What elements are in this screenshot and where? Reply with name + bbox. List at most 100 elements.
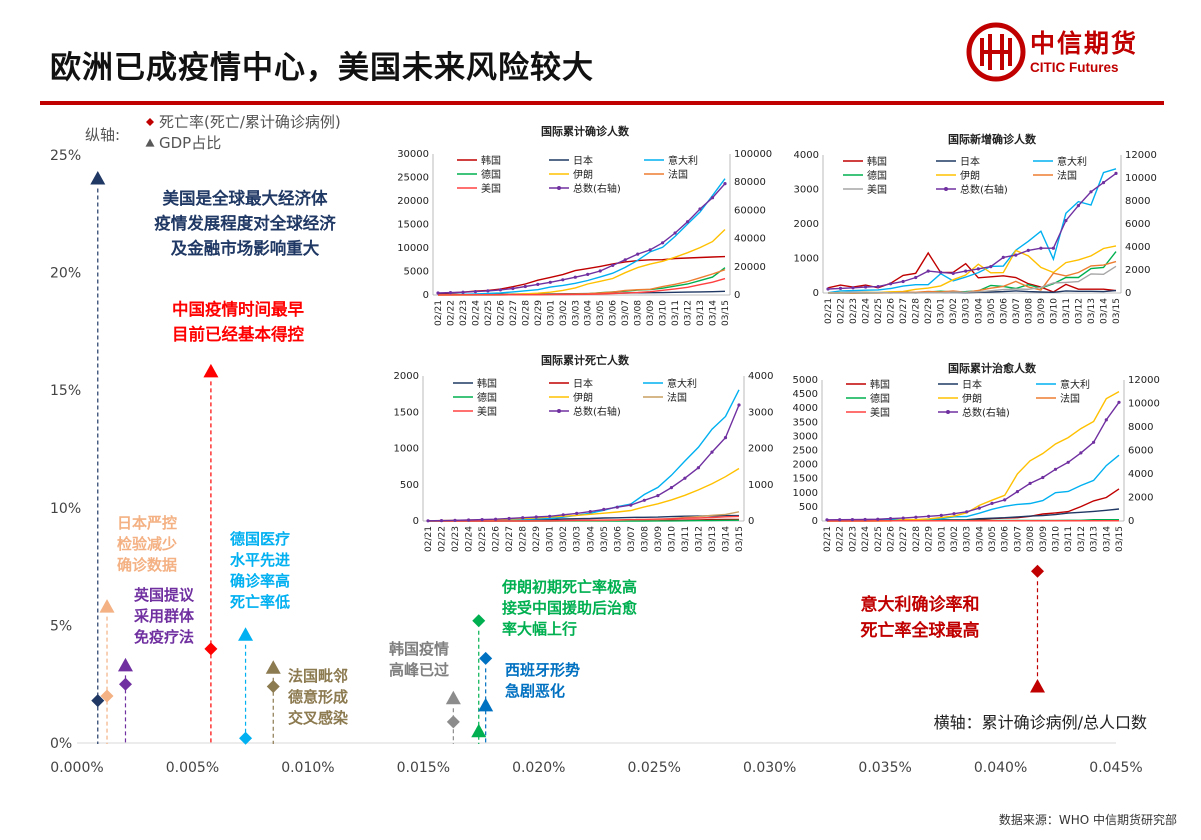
mini-series-point (473, 290, 477, 294)
mini-legend-label: 美国 (870, 406, 890, 419)
mini-series-point (1066, 460, 1070, 464)
annotation-text: 西班牙形势急剧恶化 (505, 661, 580, 700)
mini-series-point (698, 207, 702, 211)
x-tick-label: 0.000% (50, 760, 103, 776)
mini-y2-tick-label: 20000 (734, 262, 766, 273)
mini-series-point (523, 284, 527, 289)
mini-y-tick-label: 2000 (394, 371, 419, 382)
mini-x-tick-label: 03/14 (721, 526, 731, 552)
annotation-text: 韩国疫情高峰已过 (389, 640, 449, 679)
mini-series-point (548, 280, 552, 284)
mini-series-point (710, 196, 715, 200)
annotation-text: 英国提议采用群体免疫疗法 (133, 586, 195, 646)
mini-y2-tick-label: 1000 (748, 480, 773, 491)
mini-line-chart: 国际累计确诊人数05000100001500020000250003000002… (397, 124, 772, 326)
mini-y2-tick-label: 2000 (1125, 265, 1150, 276)
mini-series-point (1079, 451, 1083, 455)
mini-y2-tick-label: 8000 (1128, 422, 1153, 433)
annotation-text: 德国医疗水平先进确诊率高死亡率低 (230, 530, 290, 611)
mini-x-tick-label: 03/07 (1012, 298, 1022, 324)
mini-x-tick-label: 03/11 (1064, 526, 1074, 552)
mini-series-point (939, 270, 943, 274)
mini-legend-label: 总数(右轴) (573, 405, 621, 418)
data-source: 数据来源：WHO 中信期货研究部 (998, 813, 1177, 827)
mini-x-tick-label: 03/03 (573, 526, 583, 552)
mini-x-tick-label: 02/27 (505, 526, 515, 552)
mini-legend-label: 总数(右轴) (962, 406, 1010, 419)
mini-series-point (888, 517, 893, 521)
mini-x-tick-label: 02/26 (496, 300, 506, 326)
y-tick-label: 20% (50, 266, 81, 282)
mini-series-point (1053, 467, 1058, 471)
mini-x-tick-label: 03/11 (1062, 298, 1072, 324)
mini-x-tick-label: 03/01 (937, 526, 947, 552)
x-tick-label: 0.005% (166, 760, 219, 776)
mini-series-line (437, 178, 726, 296)
page-title: 欧洲已成疫情中心，美国未来风险较大 (50, 50, 594, 86)
mini-series-point (1001, 255, 1005, 259)
mini-x-tick-label: 03/12 (684, 300, 694, 326)
mini-chart-title: 国际新增确诊人数 (948, 132, 1037, 146)
mini-legend-label: 德国 (870, 392, 890, 405)
mini-x-tick-label: 02/28 (912, 526, 922, 552)
mini-y2-tick-label: 100000 (734, 149, 772, 160)
x-tick-label: 0.010% (281, 760, 334, 776)
y-tick-label: 25% (50, 148, 81, 164)
mini-x-tick-label: 02/24 (862, 298, 872, 324)
gdp-triangle-point (99, 599, 115, 613)
mini-x-tick-label: 02/25 (484, 300, 494, 326)
mini-x-tick-label: 02/24 (861, 526, 871, 552)
mini-legend-label: 美国 (477, 405, 497, 418)
mini-series-point (838, 518, 842, 522)
mini-x-tick-label: 03/08 (1026, 526, 1036, 552)
gdp-triangle-point (238, 627, 254, 641)
mini-y-tick-label: 1500 (394, 407, 419, 418)
mini-x-tick-label: 03/05 (600, 526, 610, 552)
gdp-triangle-point (117, 657, 133, 672)
mini-series-point (965, 510, 969, 514)
mini-legend-label: 法国 (1057, 169, 1077, 182)
death-rate-diamond-point (479, 651, 493, 665)
mini-series-point (598, 269, 602, 273)
mini-legend-label: 德国 (867, 169, 887, 182)
mini-y-tick-label: 0 (423, 290, 429, 301)
mini-series-point (989, 265, 993, 269)
mini-series-point (876, 285, 880, 289)
mini-x-tick-label: 03/01 (546, 300, 556, 326)
mini-y-tick-label: 30000 (397, 149, 429, 160)
mini-series-point (976, 267, 980, 271)
mini-series-point (914, 515, 918, 519)
mini-series-point (683, 476, 687, 480)
mini-legend-label: 意大利 (668, 154, 698, 167)
mini-x-tick-label: 03/15 (1112, 298, 1122, 324)
mini-series-point (573, 275, 577, 279)
header-divider (40, 101, 1164, 105)
mini-x-tick-label: 02/26 (886, 526, 896, 552)
mini-series-point (1064, 219, 1068, 223)
mini-x-tick-label: 02/24 (465, 526, 475, 552)
mini-x-tick-label: 03/11 (671, 300, 681, 326)
mini-x-tick-label: 02/25 (874, 298, 884, 324)
mini-series-point (669, 486, 674, 490)
mini-x-tick-label: 02/29 (534, 300, 544, 326)
mini-x-tick-label: 03/14 (709, 300, 719, 326)
mini-y-tick-label: 4000 (794, 150, 819, 161)
mini-series-point (863, 517, 867, 522)
mini-y-tick-label: 20000 (397, 196, 429, 207)
mini-series-point (901, 279, 905, 284)
mini-y-tick-label: 15000 (397, 220, 429, 231)
mini-x-tick-label: 03/10 (1049, 298, 1059, 324)
mini-series-point (480, 518, 484, 522)
mini-legend-label: 德国 (481, 168, 501, 181)
mini-y-tick-label: 3500 (793, 417, 818, 428)
gdp-triangle-point (1029, 679, 1045, 693)
mini-x-tick-label: 02/22 (836, 526, 846, 552)
mini-series-point (723, 436, 728, 440)
mini-legend-label: 总数(右轴) (960, 183, 1008, 196)
mini-y-tick-label: 500 (400, 480, 419, 491)
legend-label: 死亡率(死亡/累计确诊病例) (159, 113, 341, 131)
mini-x-tick-label: 03/07 (627, 526, 637, 552)
mini-y-tick-label: 4500 (793, 389, 818, 400)
annotation-text: 日本严控检验减少确诊数据 (117, 514, 177, 574)
x-axis-title: 横轴：累计确诊病例/总人口数 (934, 713, 1147, 732)
